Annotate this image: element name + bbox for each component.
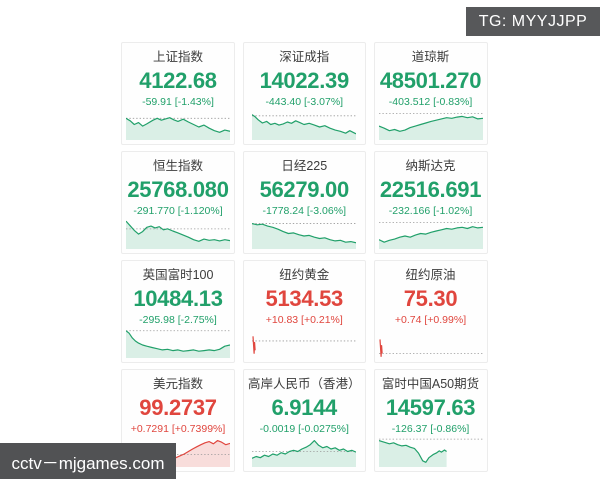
index-name: 纽约黄金 bbox=[279, 268, 330, 282]
index-value: 99.2737 bbox=[139, 395, 217, 420]
index-name: 道琼斯 bbox=[411, 50, 450, 64]
index-name: 美元指数 bbox=[152, 377, 203, 391]
index-value: 48501.270 bbox=[379, 68, 482, 93]
index-sparkline-chart bbox=[252, 114, 357, 140]
index-card[interactable]: 富时中国A50期货 14597.63 -126.37 [-0.86%] bbox=[373, 369, 488, 472]
index-name: 恒生指数 bbox=[152, 159, 203, 173]
index-change: -1778.24 [-3.06%] bbox=[262, 205, 346, 217]
index-value: 14022.39 bbox=[259, 68, 350, 93]
index-sparkline-chart bbox=[378, 339, 483, 357]
index-change: -0.0019 [-0.0275%] bbox=[259, 423, 349, 435]
index-value: 4122.68 bbox=[139, 68, 217, 93]
index-value: 25768.080 bbox=[127, 177, 229, 202]
index-sparkline-chart bbox=[252, 223, 357, 249]
index-value: 5134.53 bbox=[265, 286, 344, 311]
index-value: 56279.00 bbox=[259, 177, 350, 202]
index-sparkline-chart bbox=[252, 439, 357, 467]
index-card[interactable]: 纽约原油 75.30 +0.74 [+0.99%] bbox=[373, 260, 488, 363]
index-sparkline-chart bbox=[126, 117, 230, 140]
index-name: 日经225 bbox=[281, 159, 328, 173]
index-name: 纳斯达克 bbox=[405, 159, 456, 173]
index-card[interactable]: 纽约黄金 5134.53 +10.83 [+0.21%] bbox=[243, 260, 366, 363]
index-card-grid: 上证指数 4122.68 -59.91 [-1.43%] 深证成指 14022.… bbox=[121, 42, 488, 472]
index-change: +0.7291 [+0.7399%] bbox=[130, 423, 226, 435]
index-change: +0.74 [+0.99%] bbox=[394, 314, 467, 326]
index-card[interactable]: 恒生指数 25768.080 -291.770 [-1.120%] bbox=[121, 151, 235, 254]
index-sparkline-chart bbox=[252, 336, 357, 354]
index-change: -232.166 [-1.02%] bbox=[388, 205, 473, 217]
index-card[interactable]: 道琼斯 48501.270 -403.512 [-0.83%] bbox=[373, 42, 488, 145]
index-value: 22516.691 bbox=[379, 177, 482, 202]
index-name: 英国富时100 bbox=[142, 268, 214, 282]
index-sparkline-chart bbox=[378, 113, 483, 140]
index-card[interactable]: 深证成指 14022.39 -443.40 [-3.07%] bbox=[243, 42, 366, 145]
index-change: +10.83 [+0.21%] bbox=[265, 314, 343, 326]
index-name: 富时中国A50期货 bbox=[381, 377, 480, 391]
index-value: 14597.63 bbox=[385, 395, 476, 420]
index-value: 75.30 bbox=[403, 286, 458, 311]
index-card[interactable]: 纳斯达克 22516.691 -232.166 [-1.02%] bbox=[373, 151, 488, 254]
index-card[interactable]: 英国富时100 10484.13 -295.98 [-2.75%] bbox=[121, 260, 235, 363]
index-sparkline-chart bbox=[378, 438, 483, 467]
index-change: -291.770 [-1.120%] bbox=[133, 205, 223, 217]
index-name: 上证指数 bbox=[152, 50, 203, 64]
index-change: -126.37 [-0.86%] bbox=[391, 423, 470, 435]
index-sparkline-chart bbox=[126, 330, 230, 358]
watermark-label: cctv－mjgames.com bbox=[0, 443, 176, 479]
index-sparkline-chart bbox=[378, 222, 483, 249]
index-change: -403.512 [-0.83%] bbox=[388, 96, 473, 108]
index-value: 10484.13 bbox=[133, 286, 223, 311]
index-name: 纽约原油 bbox=[405, 268, 456, 282]
index-change: -295.98 [-2.75%] bbox=[139, 314, 217, 326]
index-name: 深证成指 bbox=[279, 50, 330, 64]
index-card[interactable]: 高岸人民币（香港） 6.9144 -0.0019 [-0.0275%] bbox=[243, 369, 366, 472]
tg-badge: TG: MYYJJPP bbox=[466, 7, 600, 36]
index-value: 6.9144 bbox=[271, 395, 338, 420]
index-change: -443.40 [-3.07%] bbox=[265, 96, 344, 108]
index-sparkline-chart bbox=[126, 220, 230, 249]
index-name: 高岸人民币（香港） bbox=[248, 377, 361, 391]
index-card[interactable]: 上证指数 4122.68 -59.91 [-1.43%] bbox=[121, 42, 235, 145]
index-change: -59.91 [-1.43%] bbox=[142, 96, 214, 108]
index-card[interactable]: 日经225 56279.00 -1778.24 [-3.06%] bbox=[243, 151, 366, 254]
